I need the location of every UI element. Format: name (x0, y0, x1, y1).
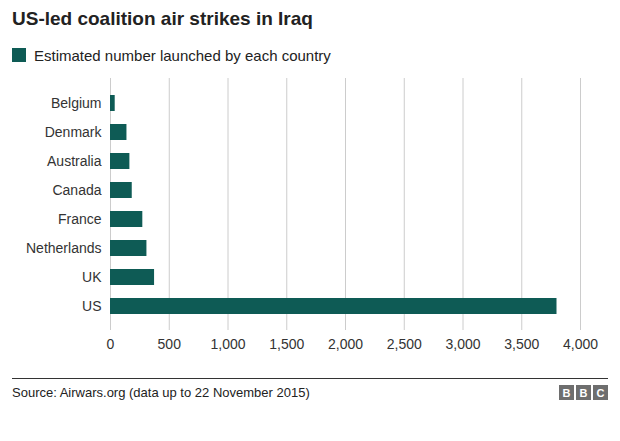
svg-text:0: 0 (107, 336, 115, 352)
svg-text:France: France (58, 211, 102, 227)
svg-text:3,000: 3,000 (445, 336, 480, 352)
html-text:B: B (562, 386, 571, 399)
svg-text:US: US (82, 298, 101, 314)
svg-text:Australia: Australia (47, 153, 102, 169)
svg-text:4,000: 4,000 (563, 336, 598, 352)
html-text:C: C (596, 386, 605, 399)
html-text:Source: Airwars.org (data up t: Source: Airwars.org (data up to 22 Novem… (12, 385, 310, 400)
svg-text:Netherlands: Netherlands (26, 240, 102, 256)
svg-text:UK: UK (82, 269, 102, 285)
html-text:Estimated number launched by e: Estimated number launched by each countr… (34, 46, 331, 64)
svg-text:500: 500 (158, 336, 182, 352)
svg-text:3,500: 3,500 (504, 336, 539, 352)
svg-text:2,500: 2,500 (387, 336, 422, 352)
svg-text:1,500: 1,500 (269, 336, 304, 352)
svg-text:Belgium: Belgium (51, 95, 102, 111)
html-text:B: B (579, 386, 588, 399)
svg-text:Denmark: Denmark (45, 124, 103, 140)
svg-text:1,000: 1,000 (210, 336, 245, 352)
svg-text:Canada: Canada (52, 182, 101, 198)
html-text:US-led coalition air strikes i: US-led coalition air strikes in Iraq (12, 8, 313, 29)
svg-text:2,000: 2,000 (328, 336, 363, 352)
